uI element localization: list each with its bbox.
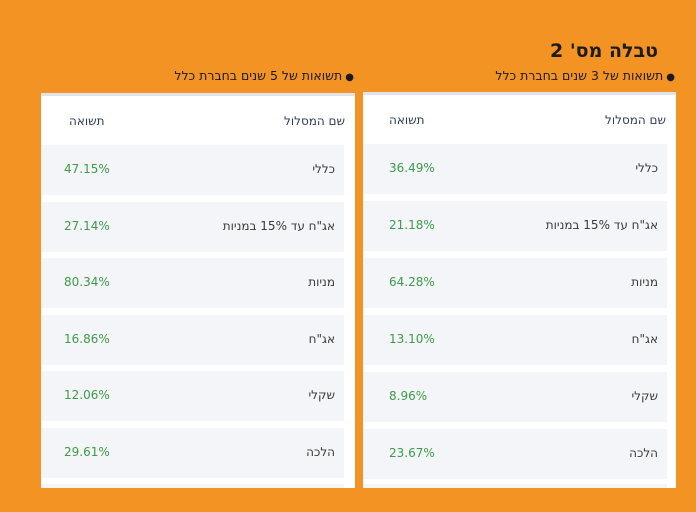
track-name: מניות — [631, 275, 658, 289]
table-row: שקלי 8.96% — [363, 372, 667, 422]
bullet-icon: ● — [345, 72, 354, 83]
table-row: אג"ח 16.86% — [41, 315, 344, 365]
table-row: שקלי 12.06% — [41, 371, 344, 421]
track-return: 64.28% — [389, 275, 435, 289]
table-row: הלכה 23.67% — [363, 429, 667, 479]
track-name: אג"ח עד 15% במניות — [545, 218, 658, 232]
table-row-partial — [41, 484, 344, 488]
bullet-icon: ● — [666, 72, 675, 83]
track-return: 16.86% — [64, 332, 110, 346]
track-name: אג"ח — [631, 332, 658, 346]
track-return: 8.96% — [389, 389, 428, 403]
track-return: 12.06% — [64, 388, 110, 402]
track-name: אג"ח עד 15% במניות — [222, 219, 335, 233]
track-name: שקלי — [308, 388, 335, 402]
returns-table-3-years: שם המסלול תשואה כללי 36.49% אג"ח עד 15% … — [363, 92, 676, 488]
track-return: 47.15% — [64, 162, 110, 176]
header-return: תשואה — [69, 114, 105, 128]
track-return: 23.67% — [389, 446, 435, 460]
caption-text: תשואות של 3 שנים בחברת כלל — [495, 68, 664, 83]
table-row: כללי 47.15% — [41, 145, 344, 195]
track-return: 29.61% — [64, 445, 110, 459]
table-row: אג"ח 13.10% — [363, 315, 667, 365]
table-caption-5-years: ●תשואות של 5 שנים בחברת כלל — [174, 68, 354, 83]
table-top-border — [363, 92, 676, 95]
track-return: 21.18% — [389, 218, 435, 232]
header-return: תשואה — [389, 113, 425, 127]
track-name: הלכה — [306, 445, 335, 459]
table-row: כללי 36.49% — [363, 144, 667, 194]
track-return: 27.14% — [64, 219, 110, 233]
track-return: 13.10% — [389, 332, 435, 346]
table-row: אג"ח עד 15% במניות 27.14% — [41, 202, 344, 252]
table-row: מניות 64.28% — [363, 258, 667, 308]
table-row-partial — [363, 484, 667, 488]
table-row: מניות 80.34% — [41, 258, 344, 308]
returns-table-5-years: שם המסלול תשואה כללי 47.15% אג"ח עד 15% … — [41, 93, 355, 488]
track-name: מניות — [308, 275, 335, 289]
track-name: כללי — [312, 162, 335, 176]
track-name: כללי — [635, 161, 658, 175]
table-header: שם המסלול תשואה — [363, 95, 676, 141]
header-track-name: שם המסלול — [605, 113, 666, 127]
track-return: 80.34% — [64, 275, 110, 289]
track-return: 36.49% — [389, 161, 435, 175]
table-top-border — [41, 93, 355, 96]
track-name: הלכה — [629, 446, 658, 460]
table-row: הלכה 29.61% — [41, 428, 344, 478]
header-track-name: שם המסלול — [284, 114, 345, 128]
track-name: שקלי — [631, 389, 658, 403]
caption-text: תשואות של 5 שנים בחברת כלל — [174, 68, 343, 83]
table-row: אג"ח עד 15% במניות 21.18% — [363, 201, 667, 251]
track-name: אג"ח — [308, 332, 335, 346]
table-caption-3-years: ●תשואות של 3 שנים בחברת כלל — [495, 68, 675, 83]
page-title: טבלה מס' 2 — [550, 40, 658, 62]
table-header: שם המסלול תשואה — [41, 96, 355, 142]
